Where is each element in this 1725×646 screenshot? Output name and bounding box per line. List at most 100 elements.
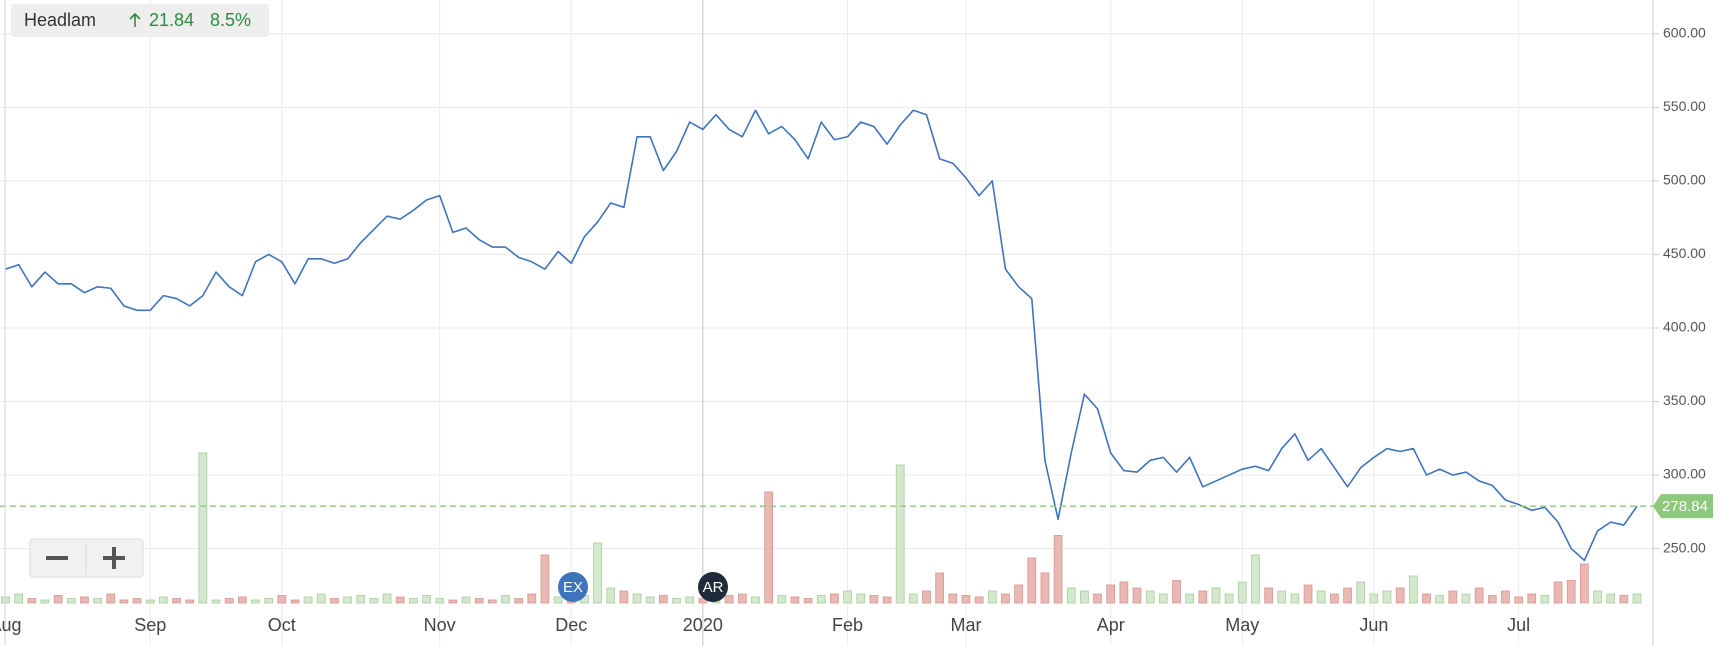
volume-bar (869, 595, 879, 604)
volume-bar (1001, 593, 1010, 604)
volume-bar (198, 452, 208, 604)
volume-bar (1053, 535, 1063, 604)
volume-bar (251, 599, 260, 604)
volume-bar (737, 593, 747, 604)
volume-bar (448, 599, 458, 604)
last-price-tag (1653, 494, 1713, 519)
volume-bar (1264, 587, 1273, 604)
volume-bar (1435, 595, 1444, 604)
y-tick-label: 250.00 (1663, 539, 1706, 555)
volume-bar (843, 590, 852, 604)
volume-bar (1408, 575, 1418, 604)
event-marker[interactable]: AR (698, 572, 728, 602)
event-circle (558, 572, 588, 602)
volume-bar (961, 595, 971, 604)
x-tick-label: Jun (1359, 615, 1388, 635)
x-tick-label: Jul (1507, 615, 1530, 635)
y-tick-label: 500.00 (1663, 172, 1706, 188)
volume-bar (1580, 563, 1589, 604)
volume-bar (632, 593, 642, 604)
grid (0, 0, 1659, 646)
volume-bar (40, 599, 50, 604)
volume-bar (698, 598, 708, 604)
volume-bar (356, 595, 366, 604)
volume-bar (856, 593, 866, 604)
volume-bar (948, 593, 958, 604)
y-tick-label: 400.00 (1663, 319, 1706, 335)
volume-bar (1251, 554, 1260, 604)
volume-bar (619, 590, 629, 604)
volume-bar (1356, 581, 1366, 604)
volume-bar (1158, 593, 1168, 604)
x-tick-label: Aug (0, 615, 22, 635)
volume-bar (343, 596, 352, 604)
volume-bar (553, 596, 563, 604)
volume-bar (1369, 593, 1379, 604)
volume-bar (224, 598, 234, 604)
y-tick-label: 600.00 (1663, 25, 1706, 41)
volume-bar (27, 598, 37, 604)
volume-bar (409, 598, 418, 604)
x-tick-label: Apr (1097, 615, 1125, 635)
volume-bar (461, 596, 471, 604)
volume-bar (1066, 587, 1076, 604)
x-tick-label: 2020 (683, 615, 723, 635)
volume-bar (606, 587, 616, 604)
legend-box (11, 4, 269, 37)
volume-bar (1330, 593, 1339, 604)
volume-bar (724, 595, 734, 604)
legend-name: Headlam (24, 10, 96, 30)
volume-bar (487, 599, 497, 604)
volume-bar (106, 593, 116, 604)
volume-bar (1461, 593, 1471, 604)
volume-bar (1527, 593, 1537, 604)
volume-bar (1606, 593, 1616, 604)
volume-bar (395, 596, 405, 604)
volume-bar (1448, 590, 1458, 604)
volume-bar (211, 599, 221, 604)
volume-bar (751, 596, 760, 604)
volume-bar (1119, 581, 1129, 604)
volume-bar (237, 596, 247, 604)
volume-bar (1132, 587, 1142, 604)
volume-bar (369, 598, 379, 604)
volume-bar (1514, 596, 1523, 604)
volume-bars (1, 452, 1642, 604)
volume-bar (264, 598, 273, 604)
volume-bar (1185, 593, 1195, 604)
volume-bar (1619, 595, 1629, 604)
y-tick-label: 350.00 (1663, 392, 1706, 408)
volume-bar (435, 598, 445, 604)
x-tick-label: Nov (424, 615, 456, 635)
volume-bar (790, 596, 800, 604)
volume-bar (816, 595, 826, 604)
event-marker[interactable]: EX (558, 572, 588, 602)
volume-bar (1106, 584, 1116, 604)
volume-bar (316, 593, 326, 604)
legend: Headlam 21.84 8.5% (11, 4, 269, 37)
volume-bar (1593, 590, 1602, 604)
x-tick-label: Sep (134, 615, 166, 635)
volume-bar (764, 491, 773, 604)
volume-bar (382, 593, 392, 604)
volume-bar (987, 590, 997, 604)
volume-bar (527, 593, 537, 604)
volume-bar (1316, 590, 1326, 604)
volume-bar (474, 598, 484, 604)
x-tick-label: Oct (268, 615, 296, 635)
volume-bar (330, 598, 339, 604)
volume-bar (1422, 593, 1431, 604)
volume-bar (1080, 590, 1089, 604)
volume-bar (803, 598, 813, 604)
volume-bar (422, 595, 431, 604)
up-arrow (129, 12, 141, 27)
volume-bar (145, 599, 155, 604)
volume-bar (1343, 587, 1352, 604)
y-tick-label: 550.00 (1663, 98, 1706, 114)
volume-bar (830, 593, 839, 604)
volume-bar (1172, 580, 1181, 604)
volume-bar (922, 590, 931, 604)
volume-bar (1027, 557, 1037, 604)
volume-bar (1487, 595, 1497, 604)
